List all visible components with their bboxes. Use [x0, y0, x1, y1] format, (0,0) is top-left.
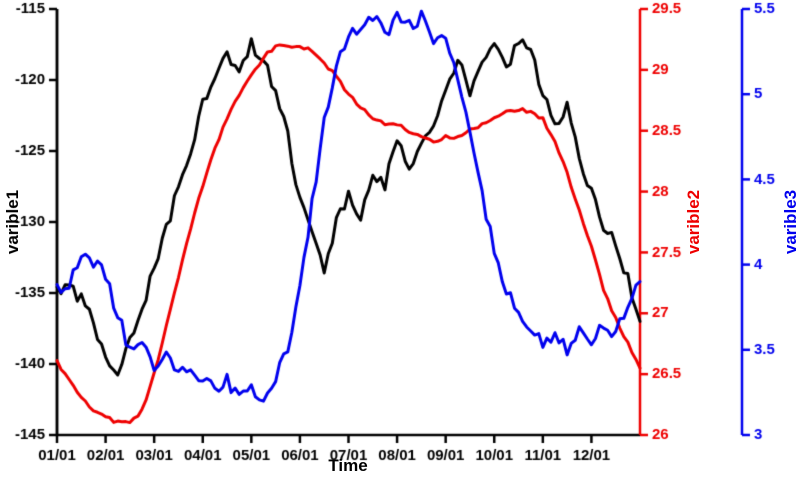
y-axis-label-varible1: varible1 — [3, 189, 22, 255]
x-axis-label-time: Time — [328, 456, 368, 475]
y-axis-label-varible2: varible2 — [684, 189, 703, 255]
y-axis-label-varible3: varible3 — [781, 189, 800, 255]
